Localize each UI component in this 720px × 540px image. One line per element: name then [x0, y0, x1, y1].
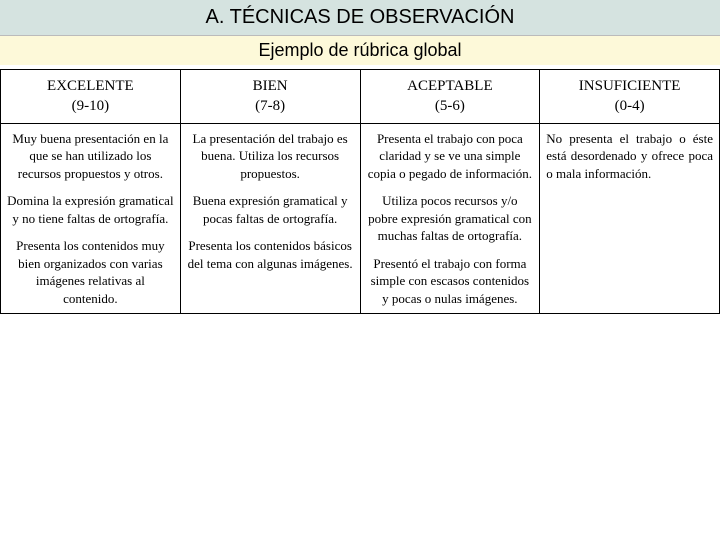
cell-aceptable: Presenta el trabajo con poca claridad y …	[360, 123, 540, 314]
subtitle: Ejemplo de rúbrica global	[0, 36, 720, 65]
col-range: (5-6)	[365, 96, 536, 116]
col-range: (0-4)	[544, 96, 715, 116]
rubric-header-row: EXCELENTE (9-10) BIEN (7-8) ACEPTABLE (5…	[1, 70, 720, 124]
para: Presenta el trabajo con poca claridad y …	[367, 130, 534, 183]
para: Buena expresión gramatical y pocas falta…	[187, 192, 354, 227]
col-header-aceptable: ACEPTABLE (5-6)	[360, 70, 540, 124]
col-range: (7-8)	[185, 96, 356, 116]
para: No presenta el trabajo o éste está desor…	[546, 130, 713, 183]
col-header-insuficiente: INSUFICIENTE (0-4)	[540, 70, 720, 124]
para: Utiliza pocos recursos y/o pobre expresi…	[367, 192, 534, 245]
para: Muy buena presentación en la que se han …	[7, 130, 174, 183]
main-title: A. TÉCNICAS DE OBSERVACIÓN	[0, 0, 720, 36]
para: Presenta los contenidos básicos del tema…	[187, 237, 354, 272]
para: La presentación del trabajo es buena. Ut…	[187, 130, 354, 183]
col-name: EXCELENTE	[5, 76, 176, 96]
col-header-excelente: EXCELENTE (9-10)	[1, 70, 181, 124]
cell-bien: La presentación del trabajo es buena. Ut…	[180, 123, 360, 314]
col-header-bien: BIEN (7-8)	[180, 70, 360, 124]
col-name: BIEN	[185, 76, 356, 96]
col-name: ACEPTABLE	[365, 76, 536, 96]
rubric-body-row: Muy buena presentación en la que se han …	[1, 123, 720, 314]
col-name: INSUFICIENTE	[544, 76, 715, 96]
col-range: (9-10)	[5, 96, 176, 116]
para: Presentó el trabajo con forma simple con…	[367, 255, 534, 308]
cell-excelente: Muy buena presentación en la que se han …	[1, 123, 181, 314]
para: Domina la expresión gramatical y no tien…	[7, 192, 174, 227]
cell-insuficiente: No presenta el trabajo o éste está desor…	[540, 123, 720, 314]
rubric-table: EXCELENTE (9-10) BIEN (7-8) ACEPTABLE (5…	[0, 69, 720, 314]
para: Presenta los contenidos muy bien organiz…	[7, 237, 174, 307]
